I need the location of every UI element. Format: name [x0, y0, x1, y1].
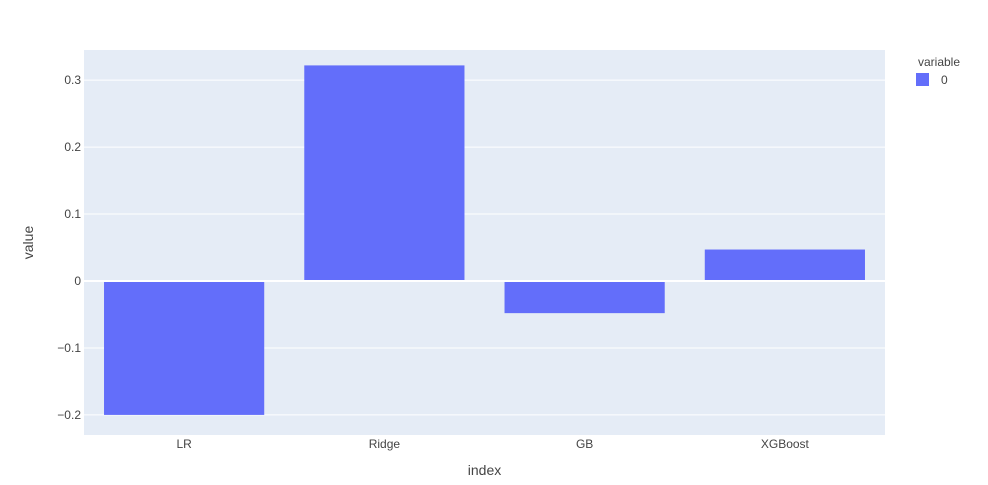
bar-gb[interactable] — [504, 281, 665, 314]
bar-ridge[interactable] — [304, 65, 465, 282]
legend-swatch[interactable] — [916, 73, 929, 86]
bars — [104, 65, 865, 415]
y-tick-label: 0 — [74, 274, 81, 288]
y-tick-label: 0.2 — [64, 140, 81, 154]
x-tick-label: LR — [176, 437, 192, 451]
legend-item-label[interactable]: 0 — [941, 73, 948, 87]
y-tick-label: −0.2 — [57, 408, 81, 422]
y-axis-ticks: −0.2 −0.1 0 0.1 0.2 0.3 — [57, 73, 81, 422]
x-axis-title: index — [468, 462, 501, 478]
bar-xgboost[interactable] — [704, 249, 865, 281]
y-axis-title: value — [20, 226, 36, 260]
x-tick-label: XGBoost — [761, 437, 810, 451]
legend[interactable]: variable 0 — [916, 55, 960, 87]
x-tick-label: GB — [576, 437, 593, 451]
x-axis-ticks: LR Ridge GB XGBoost — [176, 437, 809, 451]
bar-lr[interactable] — [104, 281, 265, 415]
y-tick-label: 0.3 — [64, 73, 81, 87]
x-tick-label: Ridge — [369, 437, 401, 451]
legend-title: variable — [918, 55, 960, 69]
y-tick-label: −0.1 — [57, 341, 81, 355]
y-tick-label: 0.1 — [64, 207, 81, 221]
